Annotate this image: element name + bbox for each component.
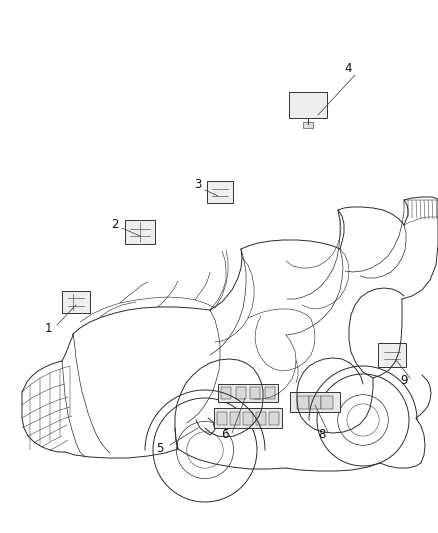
FancyBboxPatch shape — [378, 343, 406, 367]
Text: 6: 6 — [221, 429, 229, 441]
FancyBboxPatch shape — [289, 92, 327, 118]
FancyBboxPatch shape — [218, 384, 278, 402]
FancyBboxPatch shape — [265, 387, 275, 399]
Text: 1: 1 — [44, 321, 52, 335]
FancyBboxPatch shape — [214, 408, 282, 428]
FancyBboxPatch shape — [321, 396, 333, 409]
FancyBboxPatch shape — [251, 387, 260, 399]
Text: 8: 8 — [318, 429, 326, 441]
FancyBboxPatch shape — [207, 181, 233, 203]
Text: 4: 4 — [344, 61, 352, 75]
Text: 9: 9 — [400, 374, 408, 386]
FancyBboxPatch shape — [269, 412, 279, 425]
FancyBboxPatch shape — [221, 387, 231, 399]
FancyBboxPatch shape — [290, 392, 340, 412]
Text: 2: 2 — [111, 219, 119, 231]
FancyBboxPatch shape — [309, 396, 321, 409]
Text: 3: 3 — [194, 179, 201, 191]
FancyBboxPatch shape — [125, 220, 155, 244]
FancyBboxPatch shape — [230, 412, 240, 425]
FancyBboxPatch shape — [243, 412, 253, 425]
FancyBboxPatch shape — [303, 122, 313, 128]
FancyBboxPatch shape — [256, 412, 266, 425]
FancyBboxPatch shape — [297, 396, 309, 409]
Text: 5: 5 — [156, 441, 164, 455]
FancyBboxPatch shape — [62, 291, 90, 313]
FancyBboxPatch shape — [217, 412, 227, 425]
FancyBboxPatch shape — [236, 387, 246, 399]
